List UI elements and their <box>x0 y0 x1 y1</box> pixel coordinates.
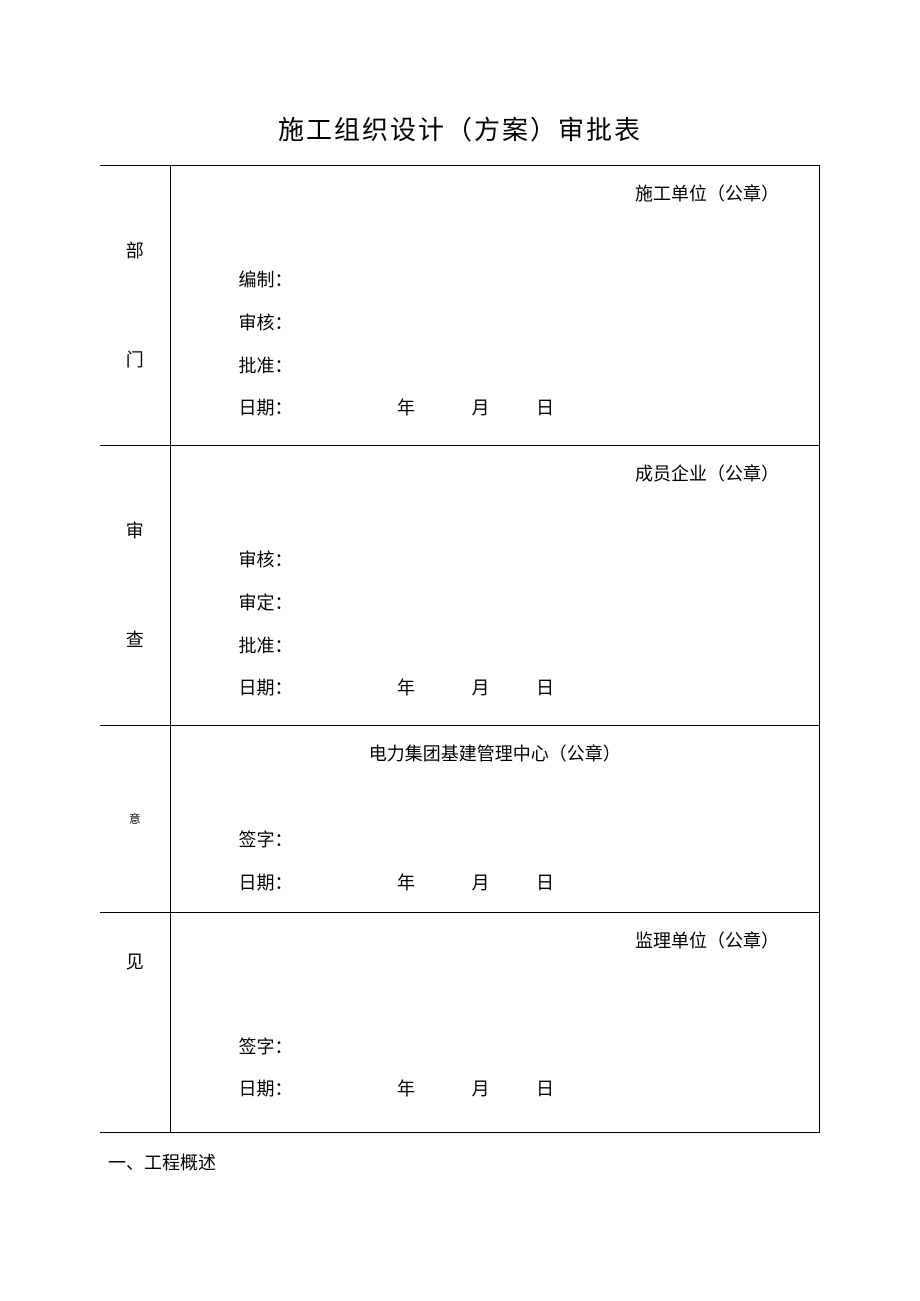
seal-1: 施工单位（公章） <box>191 180 800 206</box>
page-title: 施工组织设计（方案）审批表 <box>100 110 820 147</box>
day-3: 日 <box>502 869 562 898</box>
approval-table: 部 门 施工单位（公章） 编制： 审核： 批准： 日期： 年 月 日 审 查 成… <box>100 165 820 1133</box>
left-char-6: 见 <box>100 953 170 971</box>
day-1: 日 <box>502 394 562 423</box>
seal-4: 监理单位（公章） <box>191 927 800 953</box>
field-3-1: 签字： <box>191 826 800 855</box>
day-4: 日 <box>502 1075 562 1104</box>
day-2: 日 <box>502 674 562 703</box>
year-2: 年 <box>303 674 423 703</box>
left-char-2: 门 <box>100 351 170 369</box>
month-4: 月 <box>428 1075 498 1104</box>
year-3: 年 <box>303 869 423 898</box>
date-1: 日期： 年 月 日 <box>191 394 800 423</box>
month-2: 月 <box>428 674 498 703</box>
seal-3: 电力集团基建管理中心（公章） <box>191 740 800 766</box>
date-label-1: 日期： <box>239 394 299 423</box>
left-label-cell-3: 意 <box>100 726 170 913</box>
date-3: 日期： 年 月 日 <box>191 869 800 898</box>
left-char-4: 查 <box>100 631 170 649</box>
month-3: 月 <box>428 869 498 898</box>
year-1: 年 <box>303 394 423 423</box>
left-label-cell-4: 见 <box>100 912 170 1132</box>
field-2-1: 审核： <box>191 546 800 575</box>
month-1: 月 <box>428 394 498 423</box>
left-char-3: 审 <box>100 522 170 540</box>
field-4-1: 签字： <box>191 1033 800 1062</box>
footer-heading: 一、工程概述 <box>100 1149 820 1175</box>
date-label-3: 日期： <box>239 869 299 898</box>
date-label-4: 日期： <box>239 1075 299 1104</box>
section-4: 监理单位（公章） 签字： 日期： 年 月 日 <box>170 912 820 1132</box>
field-1-2: 审核： <box>191 309 800 338</box>
date-label-2: 日期： <box>239 674 299 703</box>
field-2-3: 批准： <box>191 632 800 661</box>
seal-2: 成员企业（公章） <box>191 460 800 486</box>
left-char-1: 部 <box>100 242 170 260</box>
date-2: 日期： 年 月 日 <box>191 674 800 703</box>
field-1-1: 编制： <box>191 266 800 295</box>
field-1-3: 批准： <box>191 352 800 381</box>
year-4: 年 <box>303 1075 423 1104</box>
left-label-cell-2: 审 查 <box>100 446 170 726</box>
section-3: 电力集团基建管理中心（公章） 签字： 日期： 年 月 日 <box>170 726 820 913</box>
field-2-2: 审定： <box>191 589 800 618</box>
left-char-5: 意 <box>100 813 170 824</box>
left-label-cell-1: 部 门 <box>100 166 170 446</box>
date-4: 日期： 年 月 日 <box>191 1075 800 1104</box>
section-2: 成员企业（公章） 审核： 审定： 批准： 日期： 年 月 日 <box>170 446 820 726</box>
section-1: 施工单位（公章） 编制： 审核： 批准： 日期： 年 月 日 <box>170 166 820 446</box>
